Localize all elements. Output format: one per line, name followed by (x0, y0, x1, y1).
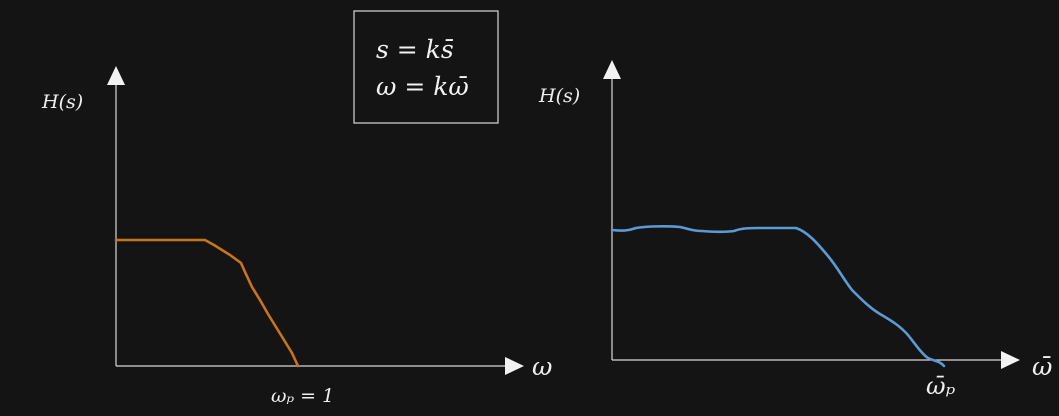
right-tick-label: ω̄ₚ (926, 372, 956, 400)
left-x-axis-label: ω (532, 352, 552, 381)
left-x-axis-arrow-icon (505, 357, 524, 375)
left-tick-label: ωₚ = 1 (271, 385, 334, 407)
equation-line-1: s = ks̄ (376, 35, 454, 64)
right-plot: H(s) ω̄ ω̄ₚ (538, 60, 1052, 400)
equation-line-2: ω = kω̄ (376, 72, 469, 101)
equation-box-frame (353, 10, 499, 124)
right-response-curve (610, 225, 946, 368)
right-y-axis-arrow-icon (603, 60, 621, 79)
left-plot: H(s) ω ωₚ = 1 (41, 66, 552, 407)
left-response-curve (114, 238, 300, 368)
left-y-axis-label: H(s) (41, 91, 83, 113)
equation-box: s = ks̄ ω = kω̄ (353, 10, 499, 124)
right-x-axis-label: ω̄ (1032, 352, 1052, 381)
left-y-axis-arrow-icon (107, 66, 125, 85)
right-x-axis-arrow-icon (1001, 351, 1020, 369)
right-y-axis-label: H(s) (538, 85, 580, 107)
